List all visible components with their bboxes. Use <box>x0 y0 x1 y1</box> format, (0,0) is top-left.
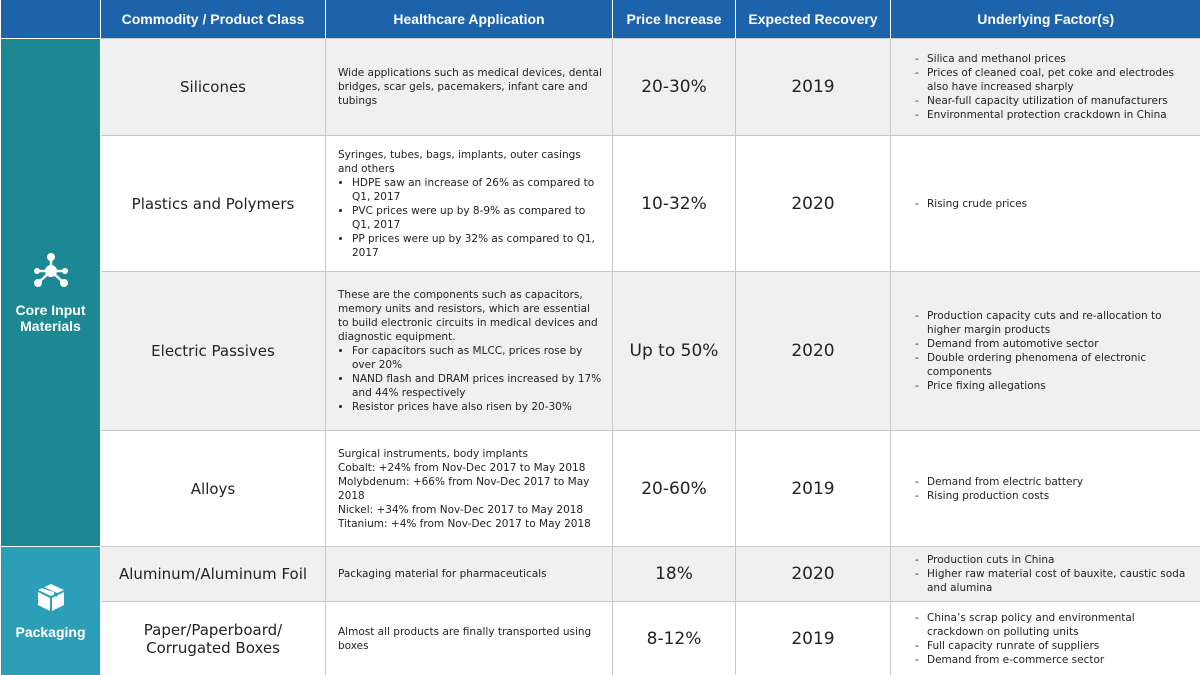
application-bullets: HDPE saw an increase of 26% as compared … <box>338 176 602 260</box>
price-increase: 8-12% <box>612 601 736 675</box>
application-line: These are the components such as capacit… <box>338 289 598 343</box>
expected-recovery: 2020 <box>735 135 891 272</box>
application: Surgical instruments, body implants Cobal… <box>325 430 613 547</box>
factor-list: Demand from electric batteryRising produ… <box>901 475 1190 503</box>
factor-item: Demand from e-commerce sector <box>915 653 1190 667</box>
table-row: Plastics and Polymers Syringes, tubes, ba… <box>1 135 1200 272</box>
group-label: Packaging <box>15 624 86 640</box>
commodity: Electric Passives <box>100 271 326 431</box>
expected-recovery: 2019 <box>735 38 891 136</box>
factor-item: Price fixing allegations <box>915 379 1190 393</box>
application: Wide applications such as medical device… <box>325 38 613 136</box>
factors: Production capacity cuts and re-allocati… <box>890 271 1200 431</box>
header-cell: Expected Recovery <box>735 0 891 39</box>
factor-item: Rising crude prices <box>915 197 1190 211</box>
factor-item: Environmental protection crackdown in Ch… <box>915 108 1190 122</box>
factor-item: Higher raw material cost of bauxite, cau… <box>915 567 1190 595</box>
factor-item: Full capacity runrate of suppliers <box>915 639 1190 653</box>
application-line: Cobalt: +24% from Nov-Dec 2017 to May 20… <box>338 461 586 474</box>
factor-list: Silica and methanol pricesPrices of clea… <box>901 52 1190 122</box>
header-cell: Healthcare Application <box>325 0 613 39</box>
commodity: Aluminum/Aluminum Foil <box>100 546 326 602</box>
commodity: Silicones <box>100 38 326 136</box>
table-body: Core Input Materials Silicones Wide applic… <box>0 38 1200 675</box>
price-increase: 10-32% <box>612 135 736 272</box>
factor-list: China’s scrap policy and environmental c… <box>901 611 1190 667</box>
application: Almost all products are finally transpor… <box>325 601 613 675</box>
box-icon <box>37 584 64 611</box>
header-cell <box>0 0 101 39</box>
table-row: Alloys Surgical instruments, body implant… <box>1 430 1200 547</box>
factor-item: Silica and methanol prices <box>915 52 1190 66</box>
commodity: Alloys <box>100 430 326 547</box>
table-row: Core Input Materials Silicones Wide applic… <box>0 38 1200 547</box>
group-cell: Packaging <box>0 546 101 675</box>
factor-list: Production capacity cuts and re-allocati… <box>901 309 1190 393</box>
application: Packaging material for pharmaceuticals <box>325 546 613 602</box>
factors: Silica and methanol pricesPrices of clea… <box>890 38 1200 136</box>
bullet-item: NAND flash and DRAM prices increased by … <box>352 372 602 400</box>
application-line: Packaging material for pharmaceuticals <box>338 568 547 580</box>
header-cell: Underlying Factor(s) <box>890 0 1200 39</box>
factor-list: Rising crude prices <box>901 197 1190 211</box>
factors: Production cuts in ChinaHigher raw mater… <box>890 546 1200 602</box>
group-cell: Core Input Materials <box>0 38 101 547</box>
application-line: Nickel: +34% from Nov-Dec 2017 to May 20… <box>338 503 584 516</box>
header-cell: Commodity / Product Class <box>100 0 326 39</box>
expected-recovery: 2020 <box>735 271 891 431</box>
header-cell: Price Increase <box>612 0 736 39</box>
bullet-item: HDPE saw an increase of 26% as compared … <box>352 176 602 204</box>
price-increase: Up to 50% <box>612 271 736 431</box>
molecule-icon <box>33 252 68 287</box>
table-row: Packaging Aluminum/Aluminum Foil Packaging… <box>0 546 1200 675</box>
factor-item: China’s scrap policy and environmental c… <box>915 611 1190 639</box>
table-row: Electric Passives These are the component… <box>1 271 1200 431</box>
expected-recovery: 2019 <box>735 430 891 547</box>
bullet-item: PVC prices were up by 8-9% as compared t… <box>352 204 602 232</box>
factors: Rising crude prices <box>890 135 1200 272</box>
application-line: Syringes, tubes, bags, implants, outer c… <box>338 148 581 175</box>
factor-item: Production cuts in China <box>915 553 1190 567</box>
factor-item: Double ordering phenomena of electronic … <box>915 351 1190 379</box>
bullet-item: For capacitors such as MLCC, prices rose… <box>352 344 602 372</box>
price-increase: 20-60% <box>612 430 736 547</box>
header-row: Commodity / Product Class Healthcare Appl… <box>0 0 1200 39</box>
price-increase: 18% <box>612 546 736 602</box>
factors: Demand from electric batteryRising produ… <box>890 430 1200 547</box>
application-line: Wide applications such as medical device… <box>338 67 603 107</box>
group-label: Core Input Materials <box>15 301 86 334</box>
factor-item: Demand from electric battery <box>915 475 1190 489</box>
bullet-item: Resistor prices have also risen by 20-30… <box>352 400 602 414</box>
application-line: Titanium: +4% from Nov-Dec 2017 to May 2… <box>338 517 591 530</box>
expected-recovery: 2020 <box>735 546 891 602</box>
factor-item: Demand from automotive sector <box>915 337 1190 351</box>
application-bullets: For capacitors such as MLCC, prices rose… <box>338 344 602 414</box>
application: Syringes, tubes, bags, implants, outer c… <box>325 135 613 272</box>
application-line: Almost all products are finally transpor… <box>338 625 592 652</box>
application: These are the components such as capacit… <box>325 271 613 431</box>
commodity: Plastics and Polymers <box>100 135 326 272</box>
factor-item: Rising production costs <box>915 489 1190 503</box>
factors: China’s scrap policy and environmental c… <box>890 601 1200 675</box>
expected-recovery: 2019 <box>735 601 891 675</box>
factor-list: Production cuts in ChinaHigher raw mater… <box>901 553 1190 595</box>
factor-item: Near-full capacity utilization of manufa… <box>915 94 1190 108</box>
factor-item: Prices of cleaned coal, pet coke and ele… <box>915 66 1190 94</box>
bullet-item: PP prices were up by 32% as compared to … <box>352 232 602 260</box>
commodity: Paper/Paperboard/ Corrugated Boxes <box>100 601 326 675</box>
price-increase: 20-30% <box>612 38 736 136</box>
application-line: Surgical instruments, body implants <box>338 447 528 460</box>
application-line: Molybdenum: +66% from Nov-Dec 2017 to Ma… <box>338 475 590 502</box>
factor-item: Production capacity cuts and re-allocati… <box>915 309 1190 337</box>
table-row: Paper/Paperboard/ Corrugated Boxes Almost… <box>1 601 1200 675</box>
